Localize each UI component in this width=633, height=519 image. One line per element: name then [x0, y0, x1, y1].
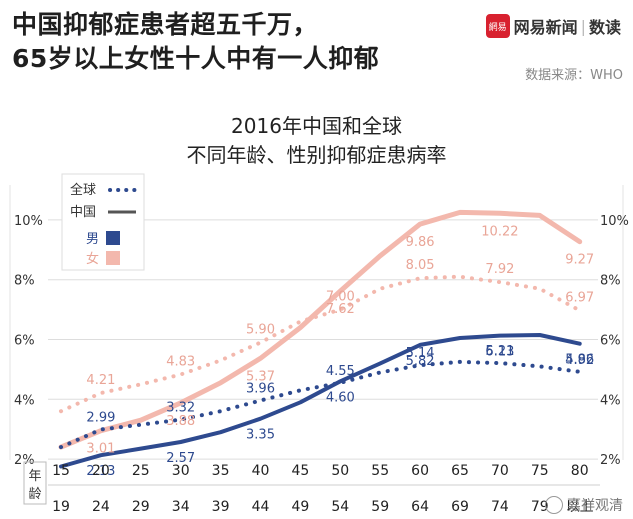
headline-line-2: 65岁以上女性十人中有一人抑郁	[12, 44, 380, 73]
x-tick-label-bottom: 39	[212, 499, 230, 515]
x-tick-label-top: 70	[491, 463, 509, 479]
x-axis-label-char: 年	[28, 469, 41, 484]
x-tick-label-top: 65	[451, 463, 469, 479]
logo-sub: 数读	[588, 18, 621, 37]
legend-label-china: 中国	[70, 205, 96, 220]
data-label: 2.99	[86, 410, 115, 425]
y-tick-label-right: 6%	[600, 333, 621, 348]
data-label: 4.21	[86, 373, 115, 388]
y-tick-label-right: 2%	[600, 453, 621, 468]
y-tick-label-right: 4%	[600, 393, 621, 408]
data-label: 3.32	[166, 401, 195, 416]
x-tick-label-bottom: 34	[172, 499, 190, 515]
data-source: 数据来源：WHO	[525, 68, 623, 83]
x-tick-label-bottom: 49	[291, 499, 309, 515]
data-label: 9.27	[565, 253, 594, 268]
x-tick-label-top: 50	[331, 463, 349, 479]
data-label: 5.21	[485, 344, 514, 359]
x-tick-label-bottom: 59	[371, 499, 389, 515]
x-tick-label-top: 55	[371, 463, 389, 479]
data-label: 2.57	[166, 451, 195, 466]
legend-label-male: 男	[86, 232, 99, 247]
x-tick-label-bottom: 54	[331, 499, 349, 515]
y-tick-label-left: 8%	[14, 274, 35, 289]
legend-label-female: 女	[86, 251, 99, 267]
x-tick-label-top: 60	[411, 463, 429, 479]
x-tick-label-top: 20	[92, 463, 110, 479]
y-tick-label-left: 2%	[14, 453, 35, 468]
data-label: 4.83	[166, 354, 195, 369]
y-tick-label-left: 10%	[14, 214, 43, 229]
y-tick-label-left: 6%	[14, 333, 35, 348]
x-tick-label-bottom: 44	[252, 499, 270, 515]
chart-title: 2016年中国和全球	[231, 114, 402, 138]
x-tick-label-bottom: 29	[132, 499, 150, 515]
legend-label-global: 全球	[70, 182, 96, 198]
x-tick-label-top: 35	[212, 463, 230, 479]
data-label: 5.82	[406, 354, 435, 369]
x-tick-label-top: 25	[132, 463, 150, 479]
x-tick-label-top: 45	[291, 463, 309, 479]
series-line-global-female	[59, 274, 582, 414]
x-tick-label-top: 40	[252, 463, 270, 479]
data-label: 7.92	[485, 262, 514, 277]
x-tick-label-bottom: 以上	[566, 499, 594, 515]
data-label: 9.86	[406, 235, 435, 250]
data-label: 8.05	[406, 258, 435, 273]
netease-logo: 網易 网易新闻 | 数读	[485, 14, 621, 38]
legend-swatch-male	[106, 231, 120, 245]
x-tick-label-top: 15	[52, 463, 70, 479]
x-tick-label-top: 30	[172, 463, 190, 479]
data-label: 3.35	[246, 428, 275, 443]
data-label: 3.96	[246, 381, 275, 396]
headline: 中国抑郁症患者超五千万， 65岁以上女性十人中有一人抑郁	[12, 8, 379, 76]
watermark-text: 嘉祥观清	[567, 498, 623, 514]
x-tick-label-bottom: 19	[52, 499, 70, 515]
headline-line-1: 中国抑郁症患者超五千万，	[12, 10, 319, 39]
data-label: 4.92	[565, 353, 594, 368]
data-label: 7.00	[326, 290, 355, 305]
data-label: 4.55	[326, 364, 355, 379]
wechat-icon	[545, 496, 563, 514]
x-tick-label-top: 80	[571, 463, 589, 479]
data-label: 4.60	[326, 390, 355, 405]
data-label: 3.88	[166, 414, 195, 429]
y-tick-label-right: 10%	[600, 214, 629, 229]
data-label: 2.13	[86, 464, 115, 479]
x-tick-label-top: 75	[531, 463, 549, 479]
data-label: 5.37	[246, 369, 275, 384]
series-line-china-male	[59, 333, 582, 469]
data-label: 5.90	[246, 322, 275, 337]
x-tick-label-bottom: 64	[411, 499, 429, 515]
x-tick-label-bottom: 24	[92, 499, 110, 515]
x-tick-label-bottom: 79	[531, 499, 549, 515]
chart-subtitle: 不同年龄、性别抑郁症患病率	[186, 143, 447, 167]
data-label: 5.14	[406, 346, 435, 361]
data-label: 6.13	[485, 345, 514, 360]
logo-separator: |	[580, 16, 586, 36]
data-label: 7.62	[326, 302, 355, 317]
y-tick-label-left: 4%	[14, 393, 35, 408]
x-axis-label-box	[23, 461, 47, 505]
x-axis-label-char: 龄	[28, 487, 41, 502]
data-label: 10.22	[481, 224, 518, 239]
x-tick-label-bottom: 74	[491, 499, 509, 515]
legend-box	[61, 173, 145, 271]
logo-name: 网易新闻	[513, 18, 578, 37]
data-label: 5.86	[565, 353, 594, 368]
series-line-global-male	[59, 359, 582, 450]
logo-badge-icon: 網易	[485, 14, 510, 38]
data-label: 3.01	[86, 442, 115, 457]
watermark: 嘉祥观清	[545, 495, 623, 515]
y-tick-label-right: 8%	[600, 274, 621, 289]
data-label: 6.97	[565, 290, 594, 305]
x-tick-label-bottom: 69	[451, 499, 469, 515]
legend-swatch-female	[106, 251, 120, 265]
series-line-china-female	[58, 209, 583, 450]
